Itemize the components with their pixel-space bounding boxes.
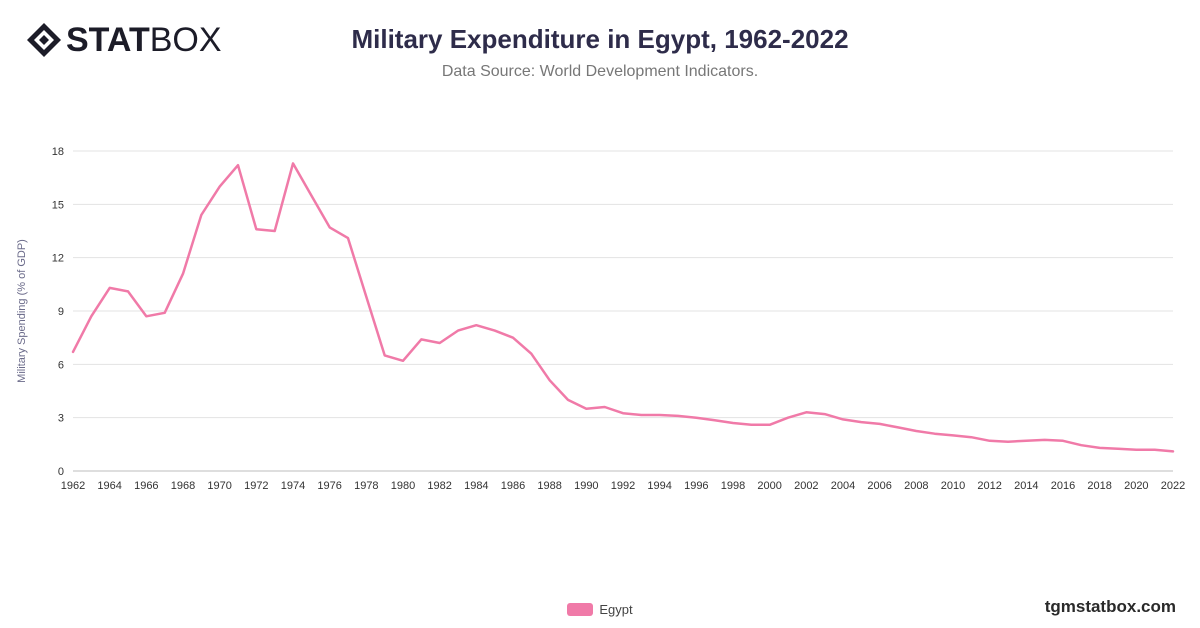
- x-tick-label: 1970: [207, 480, 231, 492]
- logo-text-stat: STAT: [66, 21, 150, 59]
- x-tick-label: 1976: [317, 480, 341, 492]
- legend-swatch-egypt: [567, 603, 594, 616]
- x-tick-label: 1964: [97, 480, 121, 492]
- x-tick-label: 1998: [721, 480, 745, 492]
- statbox-logo: STATBOX: [26, 22, 222, 58]
- y-tick-label: 0: [58, 466, 64, 478]
- x-tick-label: 1966: [134, 480, 158, 492]
- series-lines: [71, 162, 1175, 453]
- diamond-logo-icon: [27, 23, 61, 57]
- x-tick-label: 2012: [977, 480, 1001, 492]
- x-tick-label: 2010: [941, 480, 965, 492]
- legend[interactable]: Egypt: [0, 602, 1200, 617]
- x-tick-label: 1962: [61, 480, 85, 492]
- x-tick-label: 1978: [354, 480, 378, 492]
- x-tick-label: 1968: [171, 480, 195, 492]
- x-tick-label: 2004: [831, 480, 855, 492]
- watermark: tgmstatbox.com: [1044, 597, 1176, 616]
- chart-subtitle: Data Source: World Development Indicator…: [441, 63, 759, 80]
- grid-lines: [73, 150, 1173, 472]
- x-tick-label: 1988: [537, 480, 561, 492]
- legend-label-egypt: Egypt: [599, 602, 633, 617]
- x-axis-ticks: 1962 1964 1966 1968 1970 1972 1974 1976 1978 1980…: [61, 480, 1185, 492]
- y-tick-label: 3: [58, 413, 64, 425]
- x-tick-label: 1992: [611, 480, 635, 492]
- x-tick-label: 1994: [647, 480, 671, 492]
- y-tick-label: 12: [52, 253, 64, 265]
- y-axis-ticks: 0 3 6 9 12 15 18: [52, 146, 64, 478]
- series-line-egypt: [71, 162, 1175, 453]
- chart-title: Military Expenditure in Egypt, 1962-2022: [351, 24, 849, 54]
- y-tick-label: 9: [58, 306, 64, 318]
- x-tick-label: 1982: [427, 480, 451, 492]
- x-tick-label: 2002: [794, 480, 818, 492]
- x-tick-label: 2014: [1014, 480, 1038, 492]
- x-tick-label: 2016: [1051, 480, 1075, 492]
- y-tick-label: 15: [52, 199, 64, 211]
- logo-text-box: BOX: [149, 21, 222, 59]
- x-tick-label: 2008: [904, 480, 928, 492]
- x-tick-label: 1996: [684, 480, 708, 492]
- x-tick-label: 1972: [244, 480, 268, 492]
- y-tick-label: 6: [58, 359, 64, 371]
- y-tick-label: 18: [52, 146, 64, 158]
- x-tick-label: 2006: [867, 480, 891, 492]
- x-tick-label: 2022: [1161, 480, 1185, 492]
- x-tick-label: 1990: [574, 480, 598, 492]
- x-tick-label: 1974: [281, 480, 305, 492]
- x-tick-label: 1984: [464, 480, 488, 492]
- y-axis-label: Military Spending (% of GDP): [16, 239, 28, 383]
- x-tick-label: 2018: [1087, 480, 1111, 492]
- x-tick-label: 2020: [1124, 480, 1148, 492]
- x-tick-label: 1980: [391, 480, 415, 492]
- x-tick-label: 1986: [501, 480, 525, 492]
- x-tick-label: 2000: [757, 480, 781, 492]
